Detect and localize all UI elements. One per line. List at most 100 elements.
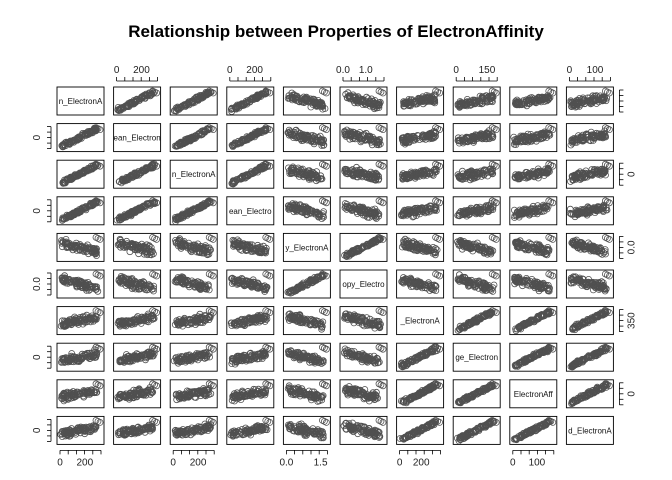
panel-points [513,234,556,258]
panel-points [285,125,330,149]
panel-points [399,125,442,148]
panel-points [173,234,217,257]
panel-r5-c8 [453,233,500,261]
panel-points [60,161,103,186]
panel-points [115,234,159,258]
panel-r3-c5 [283,160,330,188]
panel-r1-c3 [170,87,217,115]
panel-points [399,234,442,257]
panel-points [512,161,556,182]
panel-r1-c7 [397,87,444,115]
panel-r5-c2 [114,233,161,261]
panel-points [229,125,273,150]
panel-points [342,198,386,222]
panel-r2-c10 [566,124,613,152]
scatter-panels: n_ElectronA ean_Electron n_ElectronA ean_El… [57,87,613,444]
panel-r3-c9 [510,160,557,188]
panel-r3-c8 [453,160,500,188]
diagonal-label: n_ElectronA [59,97,103,106]
panel-r1-c5 [283,87,330,115]
panel-r2-c5 [283,124,330,152]
diagonal-label: y_ElectronA [285,243,329,252]
panel-r4-c7 [397,197,444,225]
panel-r3-c7 [397,160,444,188]
panel-points [455,88,499,110]
panel-points [115,88,160,114]
panel-points [116,161,159,186]
panel-r5-c5: y_ElectronA [283,233,330,261]
panel-r4-c1 [57,197,104,225]
panel-points [171,88,216,114]
panel-r6-c7 [397,270,444,298]
panel-r4-c5 [283,197,330,225]
panel-points [172,125,216,150]
panel-points [455,234,500,257]
panel-r6-c6: opy_Electro [340,270,387,298]
panel-r2-c9 [510,124,557,152]
panel-r2-c6 [340,124,387,152]
panel-points [399,161,442,182]
panel-points [399,271,443,294]
panel-points [343,88,386,112]
panel-r2-c1 [57,124,104,152]
panel-r1-c4 [227,87,274,115]
panel-r2-c2: ean_Electron [114,124,161,152]
panel-points [172,198,216,225]
panel-points [228,88,272,115]
panel-r1-c6 [340,87,387,115]
diagonal-label: opy_Electro [342,280,385,289]
panel-r4-c4: ean_Electro [227,197,274,225]
panel-r4-c2 [114,197,161,225]
panel-points [285,88,329,112]
panel-points [455,198,500,219]
panel-r4-c6 [340,197,387,225]
panel-r1-c10 [566,87,613,115]
panel-r3-c10 [566,160,613,188]
panel-points [568,161,613,184]
panel-points [401,88,443,109]
panel-points [455,271,499,294]
panel-r5-c3 [170,233,217,261]
panel-r4-c9 [510,197,557,225]
panel-r6-c3 [170,270,217,298]
panel-r5-c7 [397,233,444,261]
panel-r3-c6 [340,160,387,188]
panel-points [230,234,273,256]
panel-points [59,125,103,150]
panel-r5-c9 [510,233,557,261]
panel-r4-c10 [566,197,613,225]
panel-r2-c3 [170,124,217,152]
panel-points [399,198,443,220]
panel-points [568,125,613,148]
panel-r1-c2 [114,87,161,115]
panel-points [569,234,613,257]
panel-points [116,271,160,294]
panel-r6-c8 [453,270,500,298]
panel-points [59,234,104,258]
panel-points [342,234,386,259]
panel-r1-c9 [510,87,557,115]
panel-r3-c3: n_ElectronA [170,160,217,188]
diagonal-label: ean_Electro [229,207,272,216]
panel-points [286,161,330,184]
panel-r5-c4 [227,233,274,261]
panel-r6-c2 [114,270,161,298]
panel-points [511,198,555,221]
panel-points [511,125,556,148]
panel-points [567,198,612,220]
diagonal-label: ean_Electron [114,134,161,143]
panel-points [229,161,273,187]
panel-r2-c7 [397,124,444,152]
panel-r6-c4 [227,270,274,298]
panel-points [285,198,329,222]
panel-points [568,88,613,110]
panel-r1-c1: n_ElectronA [57,87,104,115]
panel-points [59,271,103,294]
panel-r4-c8 [453,197,500,225]
panel-r3-c4 [227,160,274,188]
panel-r6-c1 [57,270,104,298]
panel-points [114,198,160,223]
panel-r6-c5 [283,270,330,298]
panel-points [229,271,273,295]
